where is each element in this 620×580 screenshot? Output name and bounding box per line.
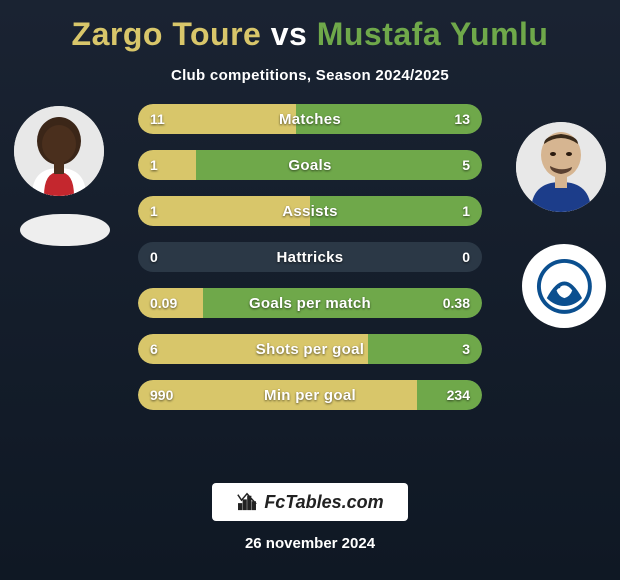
stat-value-left: 1 <box>138 196 170 226</box>
avatar-left-icon <box>14 106 104 196</box>
stat-value-left: 6 <box>138 334 170 364</box>
player-right-name: Mustafa Yumlu <box>317 16 549 52</box>
stat-value-right: 1 <box>450 196 482 226</box>
stat-value-right: 13 <box>442 104 482 134</box>
stat-label: Hattricks <box>138 242 482 272</box>
stat-value-right: 0.38 <box>431 288 482 318</box>
brand-badge[interactable]: FcTables.com <box>212 483 407 521</box>
stat-value-right: 0 <box>450 242 482 272</box>
stat-row: Matches11 13 <box>138 104 482 134</box>
stat-row: Min per goal990 234 <box>138 380 482 410</box>
stat-value-right: 5 <box>450 150 482 180</box>
stat-label: Shots per goal <box>138 334 482 364</box>
stat-value-left: 11 <box>138 104 177 134</box>
content-area: Matches1113Goals15Assists11Hattricks00Go… <box>0 104 620 483</box>
stat-value-left: 0 <box>138 242 170 272</box>
player-right-avatar <box>516 122 606 212</box>
stat-row: Shots per goal6 3 <box>138 334 482 364</box>
stat-label: Goals <box>138 150 482 180</box>
stat-row: Goals1 5 <box>138 150 482 180</box>
stat-row: Goals per match0.090.38 <box>138 288 482 318</box>
subtitle: Club competitions, Season 2024/2025 <box>171 67 449 84</box>
stat-value-left: 990 <box>138 380 185 410</box>
footer: FcTables.com 26 november 2024 <box>0 483 620 570</box>
brand-text: FcTables.com <box>264 492 383 513</box>
page-title: Zargo Toure vs Mustafa Yumlu <box>72 16 549 53</box>
player-left-avatar <box>14 106 104 196</box>
club-left-placeholder <box>20 214 110 246</box>
stat-value-left: 1 <box>138 150 170 180</box>
comparison-card: Zargo Toure vs Mustafa Yumlu Club compet… <box>0 0 620 580</box>
stats-list: Matches1113Goals15Assists11Hattricks00Go… <box>138 104 482 410</box>
stat-label: Matches <box>138 104 482 134</box>
stat-row: Assists1 1 <box>138 196 482 226</box>
avatar-right-icon <box>516 122 606 212</box>
club-right-logo <box>522 244 606 328</box>
stat-value-right: 234 <box>435 380 482 410</box>
stat-value-right: 3 <box>450 334 482 364</box>
player-left-name: Zargo Toure <box>72 16 262 52</box>
vs-separator: vs <box>271 16 308 52</box>
date-text: 26 november 2024 <box>245 535 375 552</box>
stat-row: Hattricks0 0 <box>138 242 482 272</box>
chart-icon <box>236 491 258 513</box>
stat-label: Assists <box>138 196 482 226</box>
club-badge-icon <box>535 257 594 316</box>
stat-label: Min per goal <box>138 380 482 410</box>
stat-value-left: 0.09 <box>138 288 189 318</box>
